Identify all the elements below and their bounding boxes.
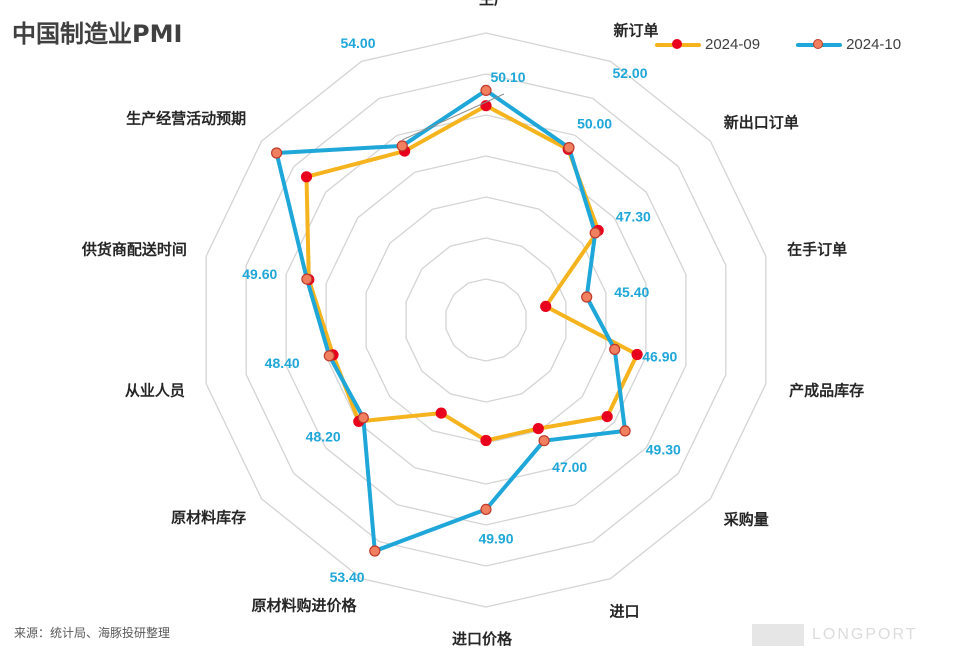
category-label: 产成品库存 <box>789 382 864 400</box>
value-label: 53.40 <box>330 569 365 585</box>
legend-item-2024-10: 2024-10 <box>796 36 901 53</box>
data-point-2024-09 <box>300 171 313 183</box>
radar-grid <box>205 32 767 608</box>
radar-series <box>271 84 643 557</box>
category-label: 采购量 <box>723 511 769 529</box>
grid-ring <box>205 32 767 608</box>
grid-ring <box>245 73 727 567</box>
value-label: 45.40 <box>614 284 649 300</box>
legend-label-2024-09: 2024-09 <box>705 36 761 53</box>
category-label: 原材料购进价格 <box>251 597 357 615</box>
data-point-2024-10 <box>271 147 283 159</box>
value-label: 47.00 <box>552 459 587 475</box>
category-label: 进口 <box>610 603 640 621</box>
data-point-2024-10 <box>480 84 492 97</box>
category-label: 生产经营活动预期 <box>126 109 246 127</box>
data-point-2024-09 <box>601 411 613 423</box>
category-label: 新出口订单 <box>724 113 799 131</box>
category-label: 在手订单 <box>787 241 847 259</box>
data-point-2024-10 <box>581 291 593 303</box>
value-label: 50.10 <box>490 69 525 85</box>
legend-swatch-2024-09 <box>655 38 701 51</box>
value-label: 54.00 <box>340 35 375 51</box>
data-point-2024-10 <box>609 343 621 355</box>
chart-title: 中国制造业PMI <box>12 20 183 48</box>
value-label: 50.00 <box>577 115 612 131</box>
source-note: 来源：统计局、海豚投研整理 <box>14 626 171 640</box>
value-label: 52.00 <box>612 65 647 81</box>
data-point-2024-10 <box>589 227 601 239</box>
value-label: 49.60 <box>242 266 277 282</box>
category-label: 新订单 <box>614 21 659 39</box>
category-label: 生产 <box>479 0 509 8</box>
radar-labels: 生产新订单新出口订单在手订单产成品库存采购量进口进口价格 原材料购进价格 原材料库存… <box>81 0 864 648</box>
data-point-2024-10 <box>301 273 313 285</box>
value-leader-line <box>401 93 505 141</box>
data-point-2024-10 <box>369 545 381 557</box>
data-point-2024-09 <box>532 423 544 435</box>
grid-ring <box>285 114 687 526</box>
data-point-2024-10 <box>396 140 408 152</box>
category-label: 供货商配送时间 <box>81 241 187 259</box>
data-point-2024-10 <box>538 435 550 447</box>
legend-swatch-2024-10 <box>796 38 843 51</box>
value-label: 49.90 <box>478 530 513 546</box>
data-point-2024-09 <box>540 300 552 312</box>
watermark-logo: LONGPORT <box>752 624 918 646</box>
legend: 2024-09 2024-10 <box>655 36 901 53</box>
grid-ring <box>445 278 527 362</box>
value-label: 46.90 <box>642 349 677 365</box>
data-point-2024-10 <box>563 142 575 154</box>
data-point-2024-10 <box>480 503 492 515</box>
data-point-2024-09 <box>435 407 447 419</box>
data-point-2024-09 <box>631 348 643 361</box>
legend-label-2024-10: 2024-10 <box>846 36 902 53</box>
legend-item-2024-09: 2024-09 <box>655 36 760 53</box>
data-point-2024-09 <box>480 434 492 447</box>
data-point-2024-10 <box>357 412 369 424</box>
category-label: 从业人员 <box>125 382 185 400</box>
grid-ring <box>325 155 647 485</box>
watermark-logo-text: LONGPORT <box>812 626 918 643</box>
value-label: 48.20 <box>306 428 341 444</box>
grid-ring <box>405 237 567 403</box>
category-label: 进口价格 <box>452 630 513 648</box>
data-point-2024-10 <box>323 350 335 362</box>
value-label: 49.30 <box>646 441 681 457</box>
value-label: 47.30 <box>616 209 651 225</box>
data-point-2024-10 <box>619 425 631 437</box>
watermark-logo-mark <box>752 624 804 646</box>
series-line-2024-09 <box>304 103 640 443</box>
value-label: 48.40 <box>265 355 300 371</box>
category-label: 原材料库存 <box>171 509 246 527</box>
